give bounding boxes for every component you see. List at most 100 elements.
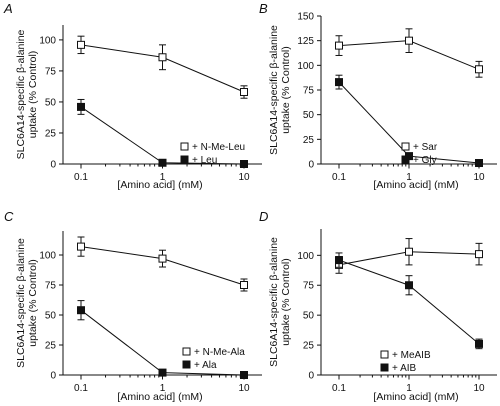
x-tick-label: 10 [473,383,485,394]
data-point [405,247,413,256]
series-line [338,259,480,345]
y-tick-label: 100 [297,251,314,262]
y-tick-label: 75 [303,86,315,97]
legend-marker [380,363,389,372]
y-tick-label: 100 [39,35,56,46]
y-tick-label: 50 [303,311,315,322]
data-point [335,78,343,87]
y-axis-label: uptake (% Control) [280,258,292,346]
legend: + MeAIB + AIB [380,350,431,374]
chart-panel-c: C 0 25 50 75 100 0.1 1 10 [Amino acid] (mM) SLC6A1… [4,209,262,403]
data-point [475,159,483,168]
y-tick-label: 25 [303,135,315,146]
legend-label: + Gly [413,155,437,166]
x-tick-label: 1 [160,383,166,394]
y-axis-label: SLC6A14-specific β-alanine [268,237,280,367]
data-point [475,250,483,259]
y-tick-label: 100 [297,61,314,72]
x-axis-label: [Amino acid] (mM) [373,391,458,403]
x-tick-label: 0.1 [332,383,346,394]
data-point [77,242,85,251]
x-tick-label: 0.1 [332,172,346,183]
data-point [77,102,85,111]
data-point [158,254,167,263]
panel-label: D [259,209,268,224]
legend: + Sar + Gly [401,142,438,166]
legend-label: + Leu [192,155,217,166]
legend-marker [182,360,191,369]
legend: + N-Me-Ala + Ala [182,347,245,371]
series-open [77,236,248,292]
chart-panel-a: A 0 25 50 75 100 0.1 1 10 [Amino acid] (mM) SLC6A1… [3,1,262,191]
y-tick-label: 0 [50,160,56,171]
y-axis-label: SLC6A14-specific β-alanine [268,25,280,155]
data-point [335,256,343,265]
y-tick-label: 125 [297,36,314,47]
data-point [77,40,85,49]
x-tick-label: 10 [473,172,485,183]
y-tick-label: 50 [303,110,315,121]
panel-label: B [259,1,268,16]
y-tick-label: 50 [45,311,57,322]
legend-marker [182,347,191,356]
data-point [158,368,167,377]
y-tick-label: 0 [308,160,314,171]
legend-label: + N-Me-Ala [194,347,245,358]
legend-label: + AIB [392,363,417,374]
y-tick-label: 25 [303,341,315,352]
y-tick-label: 75 [45,66,57,77]
series-open [77,35,248,99]
y-tick-label: 75 [303,281,315,292]
y-tick-label: 0 [308,371,314,382]
data-point [475,65,483,74]
x-axis-label: [Amino acid] (mM) [117,391,202,403]
data-point [405,281,413,290]
y-tick-label: 150 [297,12,314,23]
series-filled [77,98,248,168]
series-filled [77,300,248,379]
x-tick-label: 0.1 [74,383,88,394]
x-tick-label: 1 [406,172,412,183]
legend-label: + Sar [413,142,438,153]
chart-panel-b: B 0 25 50 75 100 125 150 0.1 1 10 [Amino acid] (mM)… [259,1,497,191]
y-axis-label: uptake (% Control) [27,51,39,139]
legend-marker [180,155,189,164]
x-tick-label: 10 [238,172,250,183]
y-tick-label: 50 [45,97,57,108]
y-axis-label: uptake (% Control) [280,46,292,134]
series-open [335,238,483,274]
x-tick-label: 10 [238,383,250,394]
series-line [338,81,480,164]
legend-marker [180,142,189,151]
legend-label: + MeAIB [392,350,431,361]
y-tick-label: 75 [45,281,57,292]
data-point [158,53,167,62]
data-point [405,36,413,45]
panel-label: A [3,1,13,16]
series-line [80,106,245,165]
data-point [240,371,248,379]
legend-marker [401,155,410,164]
legend: + N-Me-Leu + Leu [180,142,245,166]
series-filled [335,252,483,350]
legend-label: + Ala [194,360,217,371]
data-point [240,88,248,97]
x-tick-label: 1 [406,383,412,394]
x-axis-label: [Amino acid] (mM) [373,179,458,191]
series-open [335,28,483,78]
legend-label: + N-Me-Leu [192,142,245,153]
series-filled [335,74,483,168]
data-point [158,158,167,167]
x-tick-label: 0.1 [74,172,88,183]
series-line [80,309,245,376]
data-point [475,339,483,348]
y-axis-label: uptake (% Control) [27,259,39,347]
y-tick-label: 0 [50,371,56,382]
data-point [240,160,248,168]
chart-panel-d: D 0 25 50 75 100 0.1 1 10 [Amino acid] (mM) SLC6A1… [259,209,497,403]
legend-marker [380,350,389,359]
y-tick-label: 25 [45,128,57,139]
data-point [77,306,85,315]
x-axis-label: [Amino acid] (mM) [117,179,202,191]
